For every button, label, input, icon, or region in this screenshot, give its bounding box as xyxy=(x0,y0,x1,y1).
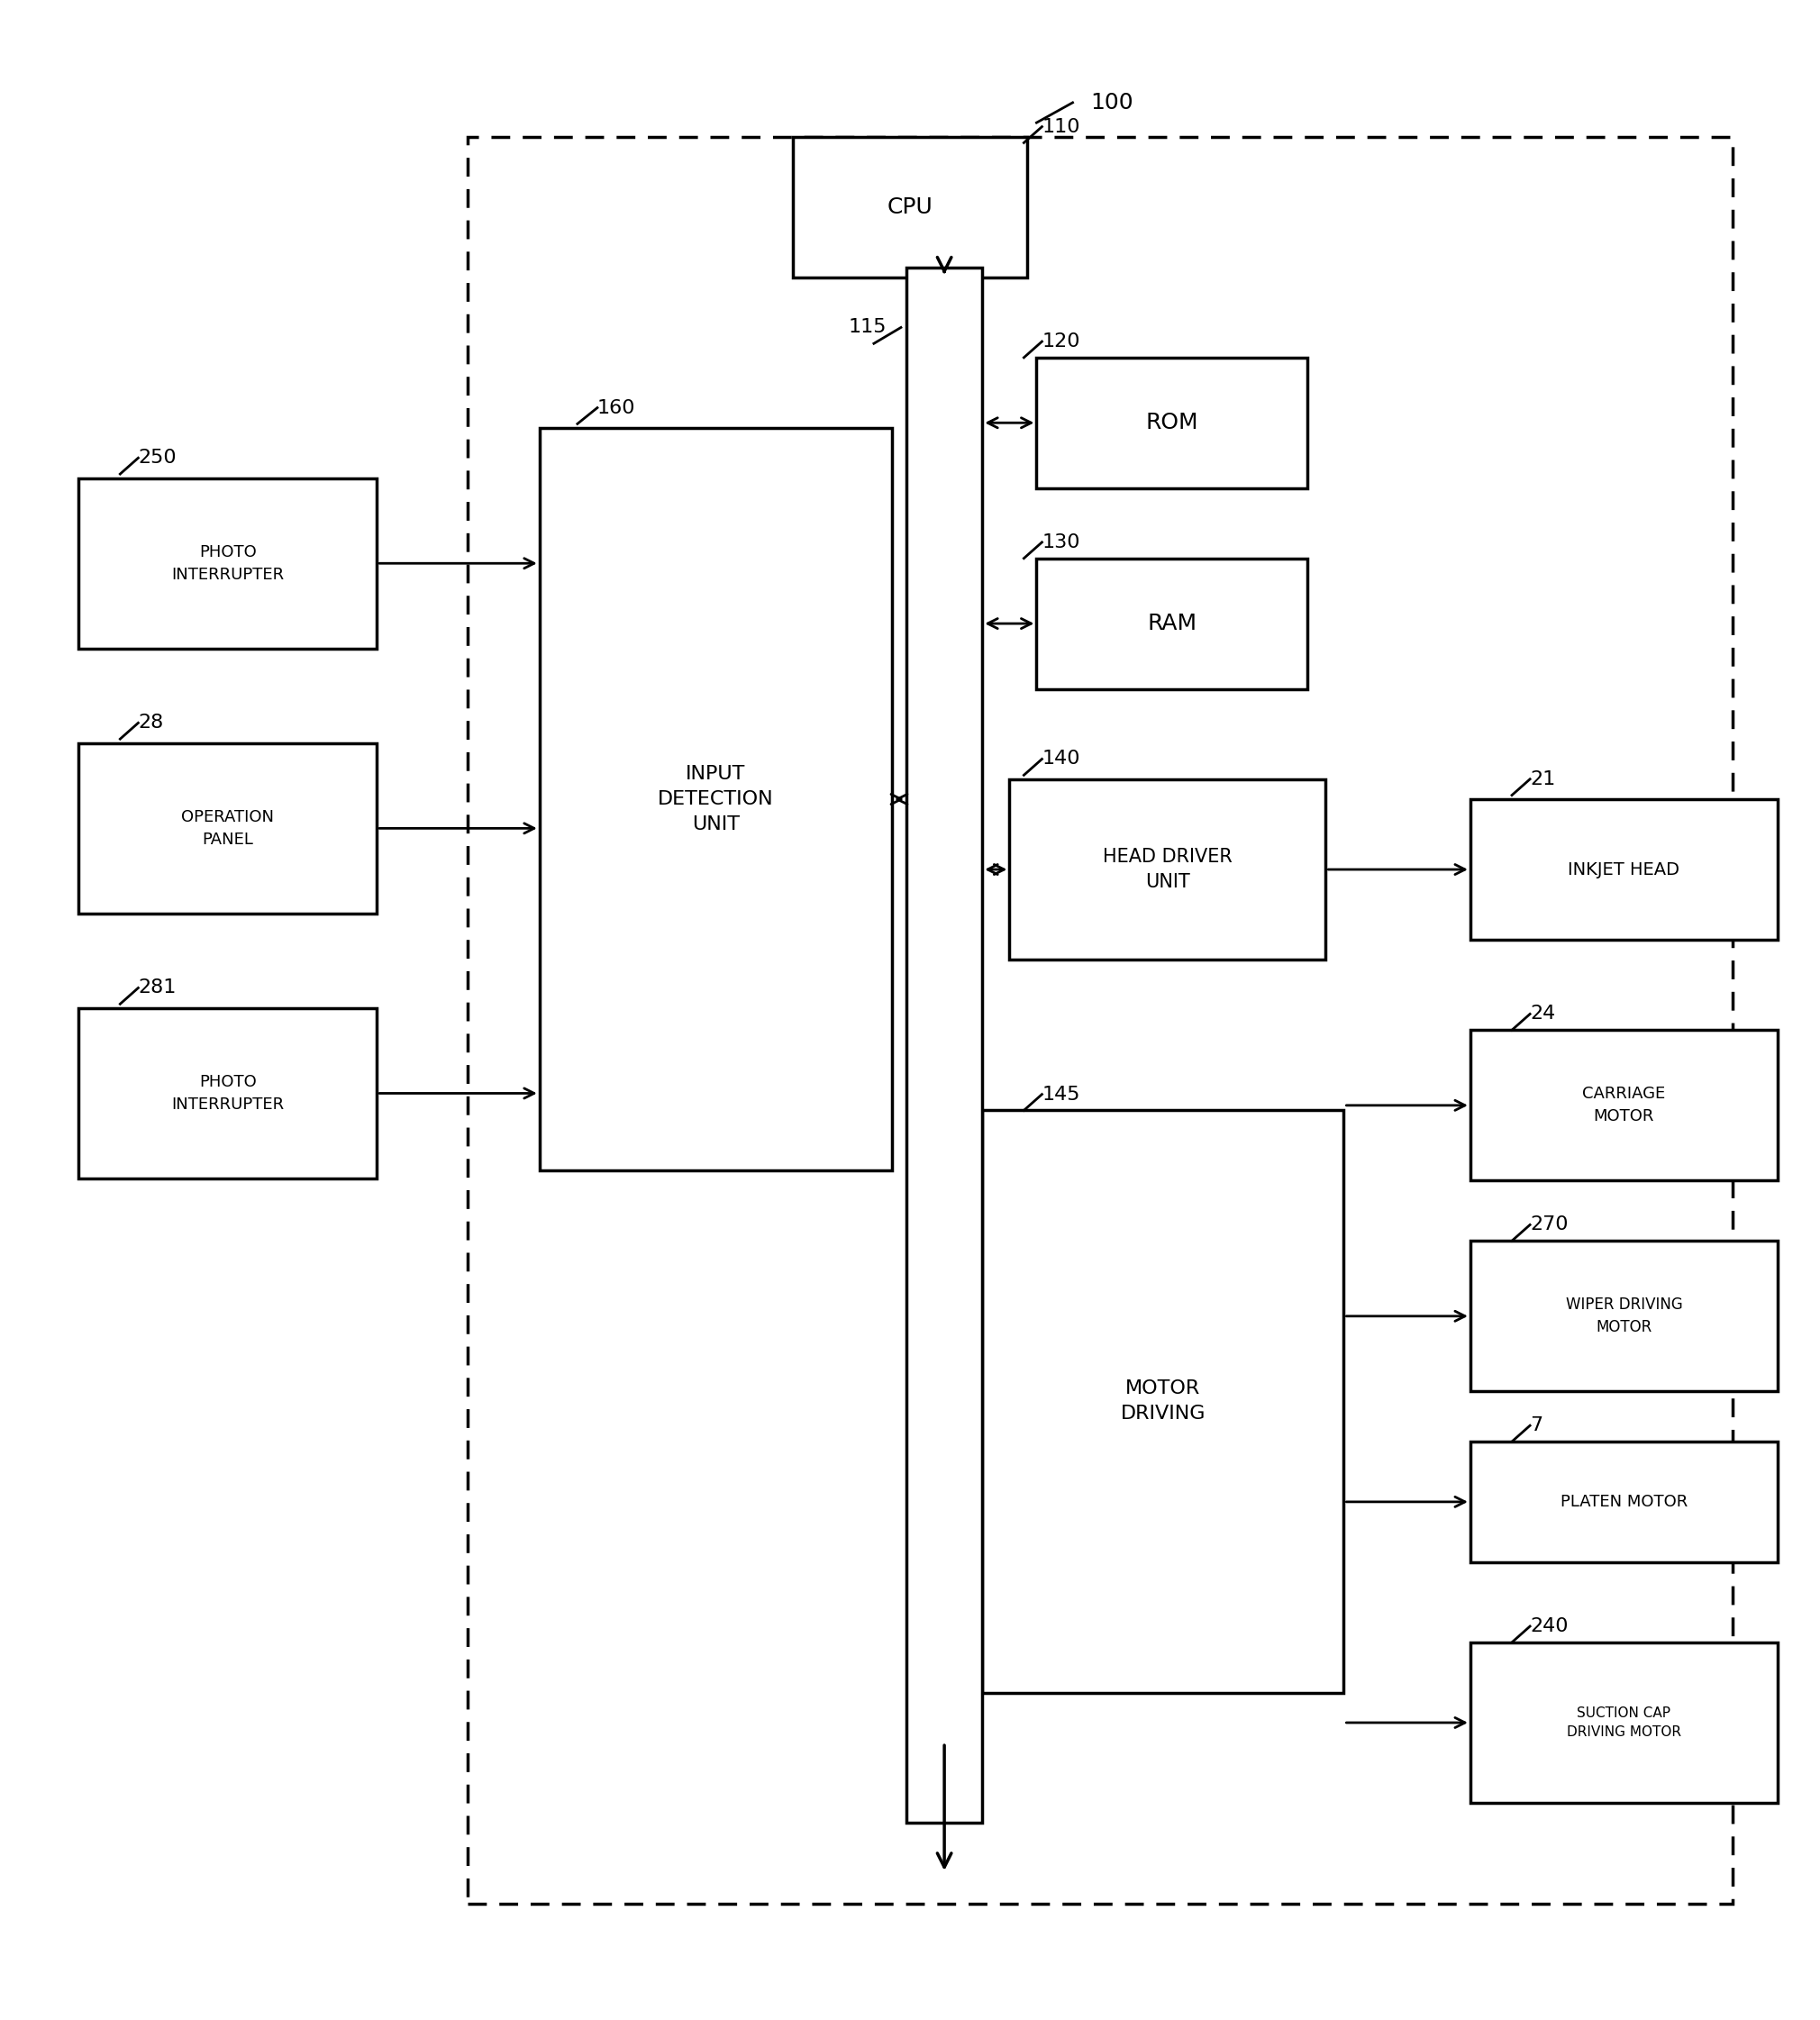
Text: SUCTION CAP
DRIVING MOTOR: SUCTION CAP DRIVING MOTOR xyxy=(1567,1707,1682,1739)
Text: PHOTO
INTERRUPTER: PHOTO INTERRUPTER xyxy=(171,1075,284,1113)
Text: OPERATION
PANEL: OPERATION PANEL xyxy=(182,808,275,848)
Bar xyxy=(1037,558,1307,689)
Bar xyxy=(1471,800,1778,939)
Text: 110: 110 xyxy=(1041,117,1081,135)
Text: 281: 281 xyxy=(138,980,177,998)
Text: RAM: RAM xyxy=(1147,612,1198,634)
Text: 115: 115 xyxy=(848,319,886,337)
Bar xyxy=(78,479,377,648)
Bar xyxy=(78,1008,377,1178)
Text: 7: 7 xyxy=(1531,1416,1543,1434)
Text: 120: 120 xyxy=(1041,333,1081,351)
Text: 250: 250 xyxy=(138,448,177,467)
Bar xyxy=(1010,780,1325,960)
Text: 270: 270 xyxy=(1531,1216,1569,1234)
Text: 130: 130 xyxy=(1041,533,1081,551)
Text: PLATEN MOTOR: PLATEN MOTOR xyxy=(1560,1493,1687,1509)
Bar xyxy=(468,137,1733,1903)
Text: ROM: ROM xyxy=(1145,412,1199,434)
Bar xyxy=(539,428,892,1172)
Bar xyxy=(1037,358,1307,489)
Text: 28: 28 xyxy=(138,713,164,731)
Text: 100: 100 xyxy=(1090,91,1134,113)
Bar xyxy=(1471,1030,1778,1180)
Bar xyxy=(1471,1240,1778,1392)
Text: HEAD DRIVER
UNIT: HEAD DRIVER UNIT xyxy=(1103,848,1232,891)
Bar xyxy=(906,267,983,1822)
Text: 240: 240 xyxy=(1531,1618,1569,1636)
Text: PHOTO
INTERRUPTER: PHOTO INTERRUPTER xyxy=(171,543,284,582)
Text: INPUT
DETECTION
UNIT: INPUT DETECTION UNIT xyxy=(657,766,774,834)
Text: CARRIAGE
MOTOR: CARRIAGE MOTOR xyxy=(1582,1087,1665,1125)
Text: 140: 140 xyxy=(1041,749,1081,768)
Bar xyxy=(78,743,377,913)
Bar xyxy=(983,1111,1343,1693)
Text: INKJET HEAD: INKJET HEAD xyxy=(1569,861,1680,879)
Bar xyxy=(792,137,1028,277)
Text: 160: 160 xyxy=(597,398,635,416)
Text: WIPER DRIVING
MOTOR: WIPER DRIVING MOTOR xyxy=(1565,1297,1682,1335)
Bar xyxy=(1471,1642,1778,1804)
Text: 24: 24 xyxy=(1531,1006,1556,1022)
Text: 145: 145 xyxy=(1041,1085,1081,1103)
Text: 21: 21 xyxy=(1531,770,1556,788)
Text: MOTOR
DRIVING: MOTOR DRIVING xyxy=(1121,1380,1205,1422)
Bar xyxy=(1471,1442,1778,1561)
Text: CPU: CPU xyxy=(886,196,934,218)
